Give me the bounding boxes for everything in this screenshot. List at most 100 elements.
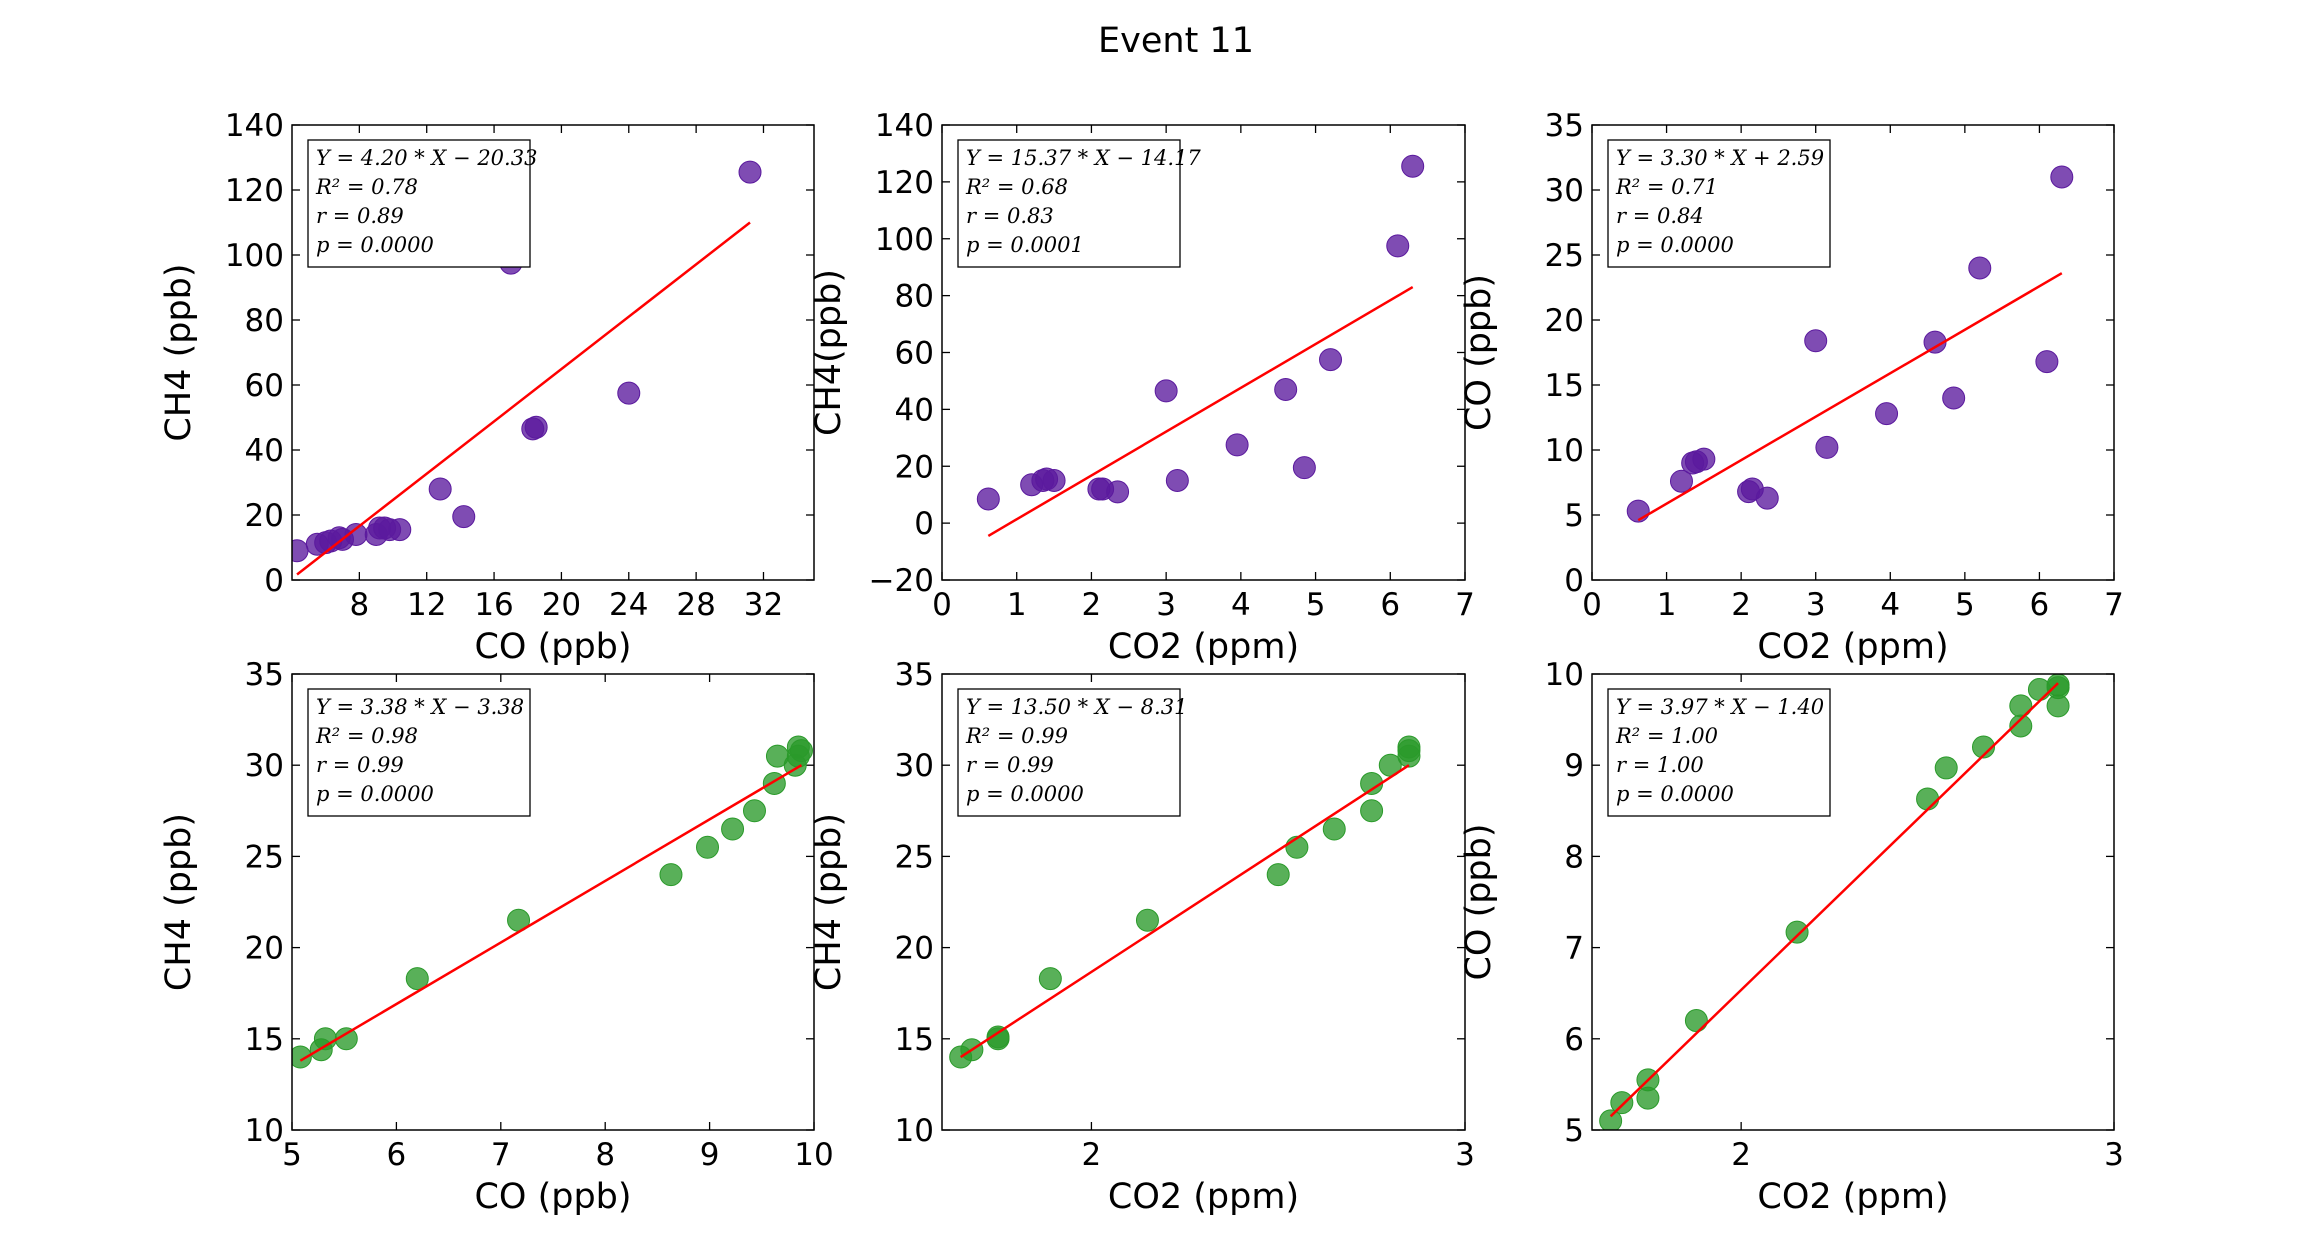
- stats-line: R² = 0.99: [965, 724, 1068, 748]
- stats-line: r = 1.00: [1616, 753, 1704, 777]
- data-points: [292, 160, 762, 563]
- y-axis-label: CH4(ppb): [809, 269, 849, 436]
- data-point: [1755, 486, 1779, 510]
- data-point: [1692, 447, 1716, 471]
- data-point: [2050, 165, 2074, 189]
- x-tick-label: 32: [744, 587, 783, 623]
- data-points: [976, 154, 1425, 511]
- y-tick-label: 20: [895, 449, 934, 485]
- x-tick-label: 5: [1955, 587, 1975, 623]
- figure-title: Event 11: [1098, 21, 1254, 61]
- data-point: [1292, 456, 1316, 480]
- stats-line: R² = 1.00: [1615, 724, 1718, 748]
- stats-box-frame: [307, 688, 531, 817]
- y-tick-label: 100: [875, 222, 934, 258]
- x-tick-label: 7: [1455, 587, 1475, 623]
- data-point: [388, 518, 412, 542]
- y-tick-label: 0: [914, 506, 934, 542]
- x-tick-label: 6: [387, 1137, 407, 1173]
- x-axis-label: CO2 (ppm): [1757, 627, 1948, 667]
- stats-line: Y = 15.37 * X − 14.17: [966, 146, 1201, 170]
- x-tick-label: 0: [932, 587, 952, 623]
- x-tick-label: 7: [2104, 587, 2124, 623]
- x-tick-label: 6: [1380, 587, 1400, 623]
- stats-box: Y = 3.30 * X + 2.59 R² = 0.71 r = 0.84 p = …: [1607, 139, 1831, 268]
- y-tick-label: 9: [1564, 748, 1584, 784]
- y-tick-label: 120: [225, 173, 284, 209]
- x-axis-label: CO2 (ppm): [1108, 1177, 1299, 1217]
- x-tick-label: 2: [1082, 1137, 1102, 1173]
- data-point: [1684, 1009, 1708, 1033]
- x-tick-label: 20: [542, 587, 581, 623]
- stats-line: R² = 0.98: [315, 724, 418, 748]
- y-tick-label: 5: [1564, 1113, 1584, 1149]
- data-point: [405, 967, 429, 991]
- stats-line: Y = 3.30 * X + 2.59: [1616, 146, 1824, 170]
- stats-box: Y = 3.97 * X − 1.40 R² = 1.00 r = 1.00 p = …: [1607, 688, 1831, 817]
- y-tick-label: −20: [869, 563, 934, 599]
- stats-line: p = 0.0000: [1616, 233, 1734, 257]
- x-tick-label: 8: [349, 587, 369, 623]
- data-point: [1397, 739, 1421, 763]
- data-point: [1106, 480, 1130, 504]
- x-axis-label: CO2 (ppm): [1108, 627, 1299, 667]
- y-axis-label: CO (ppb): [1459, 274, 1499, 431]
- y-tick-label: 30: [1545, 173, 1584, 209]
- y-axis-label: CO (ppb): [1459, 823, 1499, 980]
- data-point: [986, 1025, 1010, 1049]
- data-point: [1042, 468, 1066, 492]
- x-tick-label: 8: [595, 1137, 615, 1173]
- stats-line: r = 0.83: [966, 204, 1054, 228]
- y-tick-label: 40: [245, 433, 284, 469]
- y-tick-label: 0: [264, 563, 284, 599]
- data-point: [617, 381, 641, 405]
- x-tick-label: 3: [1455, 1137, 1475, 1173]
- regression-line: [987, 286, 1414, 538]
- data-point: [1804, 329, 1828, 353]
- data-point: [292, 1045, 312, 1069]
- x-tick-label: 4: [1880, 587, 1900, 623]
- x-tick-label: 24: [609, 587, 648, 623]
- y-tick-label: 80: [245, 303, 284, 339]
- regression-line: [959, 764, 1410, 1059]
- stats-box-frame: [957, 688, 1181, 817]
- stats-line: Y = 13.50 * X − 8.31: [966, 695, 1187, 719]
- y-tick-label: 35: [1545, 108, 1584, 144]
- y-tick-label: 30: [895, 748, 934, 784]
- x-tick-label: 3: [1806, 587, 1826, 623]
- data-point: [738, 160, 762, 184]
- stats-line: r = 0.99: [966, 753, 1054, 777]
- axes-frame: [291, 673, 815, 1131]
- stats-line: R² = 0.71: [1615, 175, 1718, 199]
- y-tick-label: 15: [1545, 368, 1584, 404]
- subplot-6: 2 3 5 6 7 8 9 10 Y = 3.97 * X − 1.40 R² = 1.00 r =…: [1459, 657, 2124, 1217]
- regression-line: [299, 764, 803, 1062]
- y-tick-label: 20: [245, 498, 284, 534]
- y-tick-label: 6: [1564, 1022, 1584, 1058]
- stats-box: Y = 3.38 * X − 3.38 R² = 0.98 r = 0.99 p = …: [307, 688, 531, 817]
- y-tick-label: 5: [1564, 498, 1584, 534]
- stats-line: p = 0.0000: [1616, 782, 1734, 806]
- y-axis-label: CH4 (ppb): [809, 813, 849, 991]
- x-tick-label: 2: [1731, 587, 1751, 623]
- stats-line: p = 0.0000: [966, 782, 1084, 806]
- subplot-3: 0 1 2 3 4 5 6 7 0 5 10 15 20 25 30 35 Y = 3.30 * X + 2.5…: [1459, 108, 2124, 667]
- y-tick-label: 30: [245, 748, 284, 784]
- stats-box-frame: [1607, 139, 1831, 268]
- y-tick-label: 100: [225, 238, 284, 274]
- stats-line: r = 0.89: [316, 204, 404, 228]
- data-point: [1972, 735, 1995, 759]
- data-point: [1669, 469, 1693, 493]
- stats-line: R² = 0.68: [965, 175, 1068, 199]
- data-point: [1154, 379, 1178, 403]
- data-point: [1038, 967, 1062, 991]
- subplot-5: 2 3 10 15 20 25 30 35 Y = 13.50 * X − 8.31 R² = 0…: [809, 657, 1475, 1217]
- x-tick-label: 1: [1007, 587, 1027, 623]
- data-point: [721, 817, 745, 841]
- data-point: [1934, 756, 1958, 780]
- axes-frame: [941, 673, 1466, 1131]
- y-tick-label: 20: [1545, 303, 1584, 339]
- x-axis-label: CO (ppb): [474, 1177, 631, 1217]
- y-tick-label: 8: [1564, 839, 1584, 875]
- x-tick-label: 4: [1231, 587, 1251, 623]
